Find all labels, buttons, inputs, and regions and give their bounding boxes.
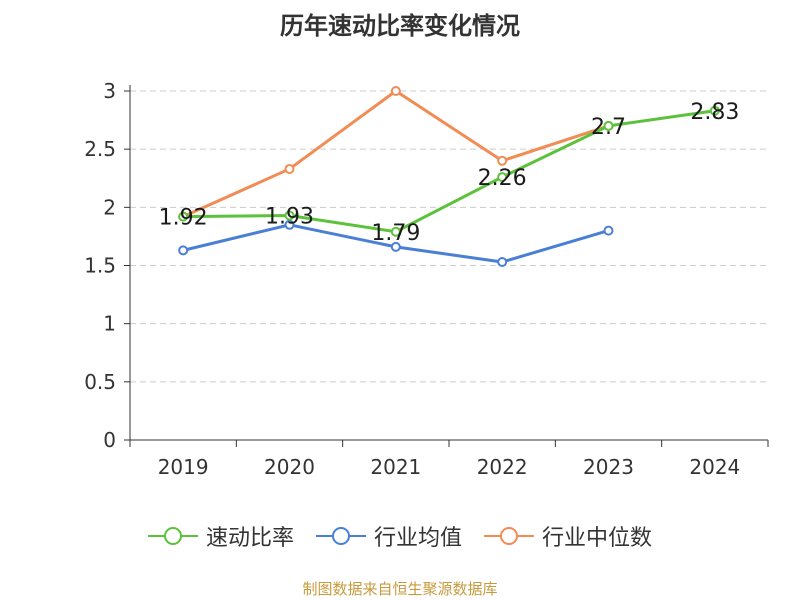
data-point-1 <box>284 219 295 230</box>
legend-item-quick-ratio[interactable]: 速动比率 <box>147 520 294 552</box>
grid-lines <box>130 90 768 383</box>
data-point-0 <box>709 105 720 116</box>
series-lines <box>178 86 720 268</box>
series-line-0 <box>183 109 716 234</box>
y-tick-label: 1 <box>103 312 116 336</box>
data-label: 1.79 <box>371 221 420 246</box>
data-point-1 <box>390 241 401 252</box>
data-point-2 <box>284 163 295 174</box>
legend-label-industry-mean: 行业均值 <box>373 526 462 551</box>
data-label: 1.93 <box>265 204 314 229</box>
data-label: 2.83 <box>690 100 739 125</box>
series-line-2 <box>182 89 609 219</box>
data-point-0 <box>497 172 508 183</box>
data-point-0 <box>178 211 189 222</box>
data-point-1 <box>497 257 508 268</box>
legend-swatch-quick-ratio-icon <box>147 527 198 545</box>
data-point-0 <box>390 226 401 237</box>
data-point-1 <box>603 225 614 236</box>
data-point-1 <box>178 245 189 256</box>
chart-title: 历年速动比率变化情况 <box>280 12 520 40</box>
x-tick-label: 2021 <box>370 455 421 479</box>
x-tick-label: 2019 <box>158 455 209 479</box>
x-tick-label: 2023 <box>583 455 634 479</box>
y-tick-label: 2 <box>103 195 116 219</box>
data-labels: 1.92 1.93 1.79 2.26 2.7 2.83 <box>159 100 740 246</box>
y-tick-label: 0 <box>103 428 116 452</box>
data-point-0 <box>284 210 295 221</box>
x-tick-label: 2024 <box>689 455 740 479</box>
legend-label-industry-median: 行业中位数 <box>542 526 653 551</box>
y-tick-label: 3 <box>103 79 116 103</box>
data-label: 2.26 <box>478 166 527 191</box>
source-note: 制图数据来自恒生聚源数据库 <box>302 580 498 598</box>
legend-swatch-industry-mean-icon <box>315 527 366 545</box>
data-point-0 <box>603 120 614 131</box>
data-label: 1.92 <box>159 206 208 231</box>
legend-swatch-industry-median-icon <box>484 527 534 545</box>
x-tick-label: 2022 <box>477 455 528 479</box>
data-point-2 <box>390 86 401 96</box>
y-tick-label: 1.5 <box>84 254 116 278</box>
data-label: 2.7 <box>591 115 626 140</box>
data-point-2 <box>497 155 508 166</box>
legend-item-industry-median[interactable]: 行业中位数 <box>484 520 652 552</box>
y-tick-label: 0.5 <box>84 370 116 394</box>
axes: 0 0.5 1 1.5 2 2.5 3 2019 2020 2021 2022 2023 2024 <box>84 79 769 479</box>
x-tick-label: 2020 <box>264 455 315 479</box>
legend-label-quick-ratio: 速动比率 <box>205 526 294 551</box>
legend-item-industry-mean[interactable]: 行业均值 <box>315 520 462 552</box>
y-tick-label: 2.5 <box>84 137 116 161</box>
legend: 速动比率 行业均值 行业中位数 <box>0 520 800 552</box>
